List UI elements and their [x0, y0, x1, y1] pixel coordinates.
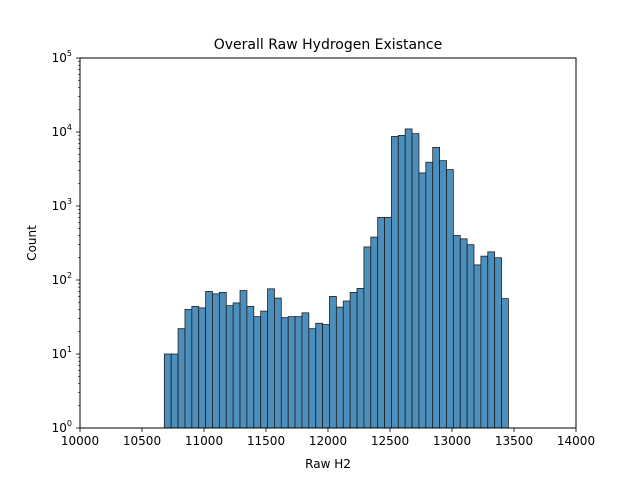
histogram-bar: [191, 305, 200, 429]
histogram-bar: [163, 353, 172, 429]
histogram-bar: [198, 307, 207, 429]
histogram-bar: [473, 264, 482, 429]
histogram-bar: [170, 353, 179, 429]
histogram-bar: [322, 324, 330, 429]
histogram-bar: [480, 255, 489, 429]
x-tick-label: 11500: [247, 434, 285, 448]
x-tick-label: 13000: [433, 434, 471, 448]
y-tick-label: 100: [52, 419, 72, 435]
histogram-bar: [239, 290, 248, 429]
histogram-bar: [363, 246, 372, 429]
histogram-bar: [446, 169, 454, 429]
bars-group: [163, 128, 509, 429]
histogram-bar: [377, 217, 385, 429]
y-tick-label: 101: [52, 345, 72, 361]
histogram-bar: [501, 298, 509, 429]
histogram-bar: [205, 291, 213, 429]
histogram-bar: [301, 312, 310, 429]
histogram-bar: [459, 238, 468, 429]
y-axis-label: Count: [25, 225, 39, 261]
y-tick-label: 105: [52, 49, 72, 65]
histogram-bar: [349, 291, 358, 429]
histogram-bar: [432, 146, 440, 429]
histogram-bar: [466, 244, 475, 429]
y-tick-label: 102: [52, 271, 72, 287]
histogram-bar: [335, 306, 344, 429]
histogram-bar: [452, 235, 461, 429]
histogram-bar: [439, 160, 447, 429]
chart-title: Overall Raw Hydrogen Existance: [214, 37, 442, 53]
x-tick-label: 12000: [309, 434, 347, 448]
histogram-bar: [287, 316, 296, 429]
histogram-bar: [280, 317, 289, 429]
x-axis-ticks: 10000 10500 11000 11500 12000 12500 13000 13500…: [61, 428, 595, 448]
histogram-bar: [253, 316, 262, 429]
histogram-bar: [384, 217, 392, 429]
histogram-bar: [411, 133, 420, 429]
histogram-bar: [329, 296, 337, 429]
histogram-bar: [212, 293, 220, 429]
histogram-bar: [246, 305, 255, 429]
histogram-bar: [418, 172, 427, 429]
histogram-bar: [370, 236, 379, 429]
x-tick-label: 11000: [185, 434, 223, 448]
histogram-bar: [425, 161, 434, 429]
x-tick-label: 14000: [557, 434, 595, 448]
histogram-bar: [232, 302, 241, 429]
histogram-bar: [294, 316, 303, 429]
x-tick-label: 13500: [495, 434, 533, 448]
y-axis-ticks: 100 101 102 103 104 105: [52, 49, 80, 435]
histogram-bar: [397, 134, 406, 429]
histogram-bar: [487, 251, 496, 429]
histogram-bar: [177, 328, 186, 429]
y-tick-label: 103: [52, 197, 72, 213]
histogram-bar: [315, 322, 324, 429]
histogram-bar: [267, 288, 275, 429]
histogram-bar: [391, 136, 399, 429]
x-tick-label: 12500: [371, 434, 409, 448]
histogram-bar: [218, 291, 227, 429]
histogram-bar: [494, 257, 502, 429]
x-tick-label: 10500: [123, 434, 161, 448]
x-axis-label: Raw H2: [305, 457, 351, 471]
histogram-bar: [260, 310, 268, 429]
histogram-bar: [356, 287, 365, 429]
histogram-bar: [274, 297, 282, 429]
x-tick-label: 10000: [61, 434, 99, 448]
histogram-bar: [184, 309, 193, 429]
histogram-bar: [404, 128, 413, 429]
histogram-bar: [308, 328, 317, 429]
histogram-bar: [342, 300, 351, 429]
histogram-bar: [225, 305, 234, 429]
y-tick-label: 104: [52, 123, 72, 139]
